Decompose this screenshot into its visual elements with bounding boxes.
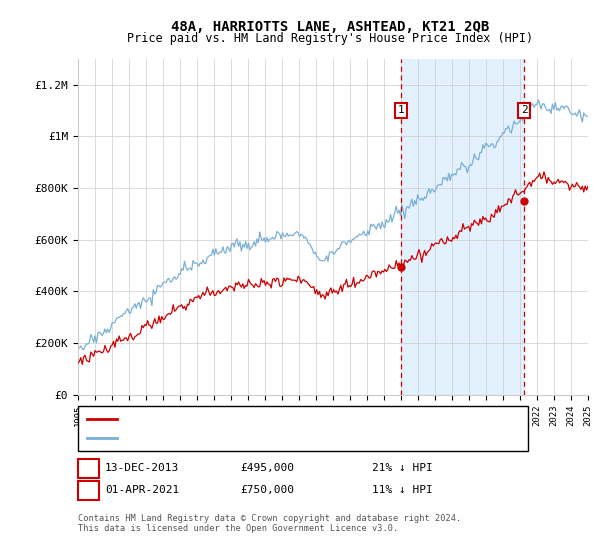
Text: 21% ↓ HPI: 21% ↓ HPI xyxy=(372,463,433,473)
Text: 48A, HARRIOTTS LANE, ASHTEAD, KT21 2QB (detached house): 48A, HARRIOTTS LANE, ASHTEAD, KT21 2QB (… xyxy=(123,413,467,423)
Text: HPI: Average price, detached house, Mole Valley: HPI: Average price, detached house, Mole… xyxy=(123,433,417,444)
Text: 11% ↓ HPI: 11% ↓ HPI xyxy=(372,485,433,495)
Text: 2: 2 xyxy=(85,485,92,495)
Text: Price paid vs. HM Land Registry's House Price Index (HPI): Price paid vs. HM Land Registry's House … xyxy=(127,32,533,45)
Text: 01-APR-2021: 01-APR-2021 xyxy=(105,485,179,495)
Text: 48A, HARRIOTTS LANE, ASHTEAD, KT21 2QB: 48A, HARRIOTTS LANE, ASHTEAD, KT21 2QB xyxy=(171,20,489,34)
Text: 1: 1 xyxy=(85,463,92,473)
Text: Contains HM Land Registry data © Crown copyright and database right 2024.
This d: Contains HM Land Registry data © Crown c… xyxy=(78,514,461,533)
Text: £750,000: £750,000 xyxy=(240,485,294,495)
Text: 13-DEC-2013: 13-DEC-2013 xyxy=(105,463,179,473)
Text: £495,000: £495,000 xyxy=(240,463,294,473)
Text: 1: 1 xyxy=(398,105,404,115)
Text: 2: 2 xyxy=(521,105,527,115)
